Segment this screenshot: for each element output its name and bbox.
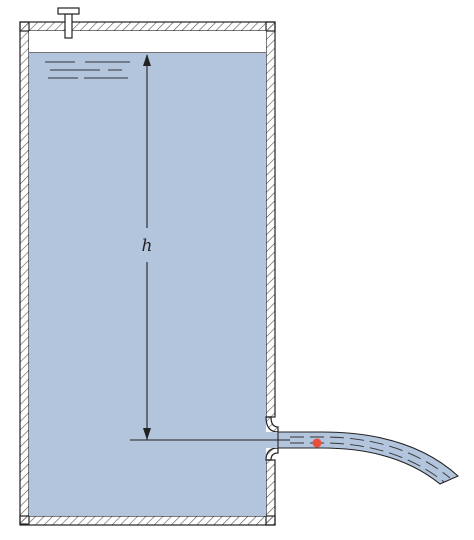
tank-bottom-wall xyxy=(19,515,276,526)
arrowhead-up xyxy=(143,54,151,66)
vent-pipe xyxy=(57,7,80,39)
surface-ripple-marks xyxy=(45,61,130,79)
nozzle-inlet-lower xyxy=(265,447,279,461)
tank-left-wall xyxy=(19,21,30,525)
air-gap xyxy=(29,31,266,53)
height-label: h xyxy=(142,236,153,256)
tank-top-wall xyxy=(19,21,276,32)
outflow-jet xyxy=(277,431,459,485)
height-dimension xyxy=(130,55,290,441)
jet-point-marker xyxy=(312,438,322,448)
tank-right-wall-upper xyxy=(265,21,276,418)
arrowhead-down xyxy=(143,428,151,440)
jet-streamlines xyxy=(290,436,451,483)
nozzle-inlet-upper xyxy=(265,416,279,433)
tank-right-wall-lower xyxy=(265,459,276,526)
